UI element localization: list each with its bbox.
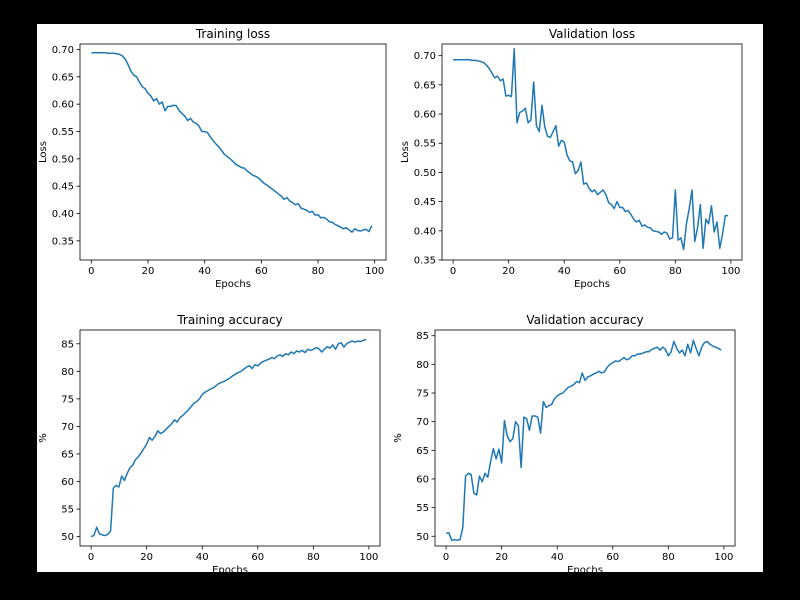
training-loss-title: Training loss	[195, 27, 270, 41]
training-accuracy-y-tick-label: 70	[61, 422, 74, 433]
training-loss-axes-frame	[79, 43, 387, 261]
training-loss-x-tick-label: 60	[255, 266, 268, 277]
training-accuracy-x-tick-label: 100	[359, 552, 378, 563]
training-loss-y-tick-label: 0.40	[52, 209, 74, 220]
training-loss-y-tick-label: 0.35	[52, 236, 74, 247]
validation-loss-chart: 0 20 40 60 80 100 0.35 0.40 0.45 0.50 0.55 0.60 0.65…	[400, 27, 743, 290]
validation-loss-y-tick-label: 0.40	[414, 226, 436, 237]
training-accuracy-y-tick-label: 75	[61, 394, 74, 405]
validation-loss-x-tick-label: 20	[502, 266, 515, 277]
validation-accuracy-y-tick-label: 60	[416, 474, 429, 485]
validation-accuracy-x-tick-label: 80	[662, 552, 675, 563]
validation-accuracy-y-tick-label: 70	[416, 417, 429, 428]
validation-loss-y-tick-label: 0.70	[414, 51, 436, 62]
validation-accuracy-x-tick-label: 100	[714, 552, 733, 563]
training-accuracy-x-tick-label: 0	[88, 552, 94, 563]
validation-loss-y-tick-label: 0.50	[414, 168, 436, 179]
validation-accuracy-y-tick-label: 50	[416, 532, 429, 543]
training-loss-y-tick-label: 0.70	[52, 45, 74, 56]
figure: 0 20 40 60 80 100 0.35 0.40 0.45 0.50 0.55 0.60 0.65…	[37, 24, 763, 576]
validation-loss-x-tick-label: 60	[613, 266, 626, 277]
training-loss-x-tick-label: 0	[88, 266, 94, 277]
training-accuracy-x-tick-label: 80	[307, 552, 320, 563]
training-accuracy-y-tick-label: 50	[61, 532, 74, 543]
validation-loss-y-tick-label: 0.35	[414, 256, 436, 267]
validation-accuracy-x-tick-label: 20	[495, 552, 508, 563]
training-accuracy-y-tick-label: 65	[61, 449, 74, 460]
validation-accuracy-y-tick-label: 65	[416, 446, 429, 457]
validation-accuracy-y-axis-label: %	[393, 433, 404, 443]
validation-loss-x-tick-label: 80	[669, 266, 682, 277]
training-accuracy-y-tick-label: 80	[61, 367, 74, 378]
training-loss-chart: 0 20 40 60 80 100 0.35 0.40 0.45 0.50 0.55 0.60 0.65…	[38, 27, 387, 290]
validation-loss-x-tick-label: 0	[450, 266, 456, 277]
validation-loss-x-tick-label: 100	[721, 266, 740, 277]
training-loss-series-line	[91, 52, 373, 233]
training-accuracy-x-tick-label: 40	[196, 552, 209, 563]
training-loss-y-tick-label: 0.55	[52, 127, 74, 138]
validation-loss-title: Validation loss	[549, 27, 635, 41]
validation-accuracy-x-tick-label: 60	[606, 552, 619, 563]
training-accuracy-title: Training accuracy	[176, 313, 282, 327]
validation-loss-y-tick-label: 0.55	[414, 139, 436, 150]
training-loss-y-axis-label: Loss	[38, 141, 49, 163]
validation-accuracy-y-tick-label: 75	[416, 389, 429, 400]
training-loss-x-tick-label: 100	[365, 266, 384, 277]
validation-accuracy-title: Validation accuracy	[526, 313, 643, 327]
training-loss-x-axis-label: Epochs	[215, 279, 251, 290]
training-accuracy-x-tick-label: 60	[251, 552, 264, 563]
validation-accuracy-x-tick-label: 40	[551, 552, 564, 563]
training-loss-y-tick-label: 0.45	[52, 182, 74, 193]
validation-accuracy-y-tick-label: 80	[416, 360, 429, 371]
figure-canvas: 0 20 40 60 80 100 0.35 0.40 0.45 0.50 0.55 0.60 0.65…	[38, 27, 743, 576]
training-accuracy-y-tick-label: 60	[61, 477, 74, 488]
validation-loss-y-tick-label: 0.45	[414, 197, 436, 208]
validation-loss-y-tick-label: 0.65	[414, 80, 436, 91]
training-accuracy-series-line	[90, 338, 367, 538]
training-accuracy-y-tick-label: 85	[61, 339, 74, 350]
validation-loss-y-axis-label: Loss	[400, 141, 411, 163]
training-accuracy-y-tick-label: 55	[61, 505, 74, 516]
training-loss-y-tick-label: 0.60	[52, 100, 74, 111]
training-loss-x-tick-label: 40	[198, 266, 211, 277]
training-loss-x-tick-label: 20	[142, 266, 155, 277]
validation-loss-y-tick-label: 0.60	[414, 110, 436, 121]
training-accuracy-y-axis-label: %	[38, 433, 49, 443]
training-accuracy-chart: 0 20 40 60 80 100 50 55 60 65 70 75 80 85 Training acc…	[38, 313, 381, 576]
validation-loss-x-tick-label: 40	[558, 266, 571, 277]
validation-accuracy-axes-frame	[434, 329, 736, 547]
validation-accuracy-x-tick-label: 0	[443, 552, 449, 563]
training-loss-y-tick-label: 0.65	[52, 72, 74, 83]
validation-loss-x-axis-label: Epochs	[574, 279, 610, 290]
validation-accuracy-series-line	[445, 339, 722, 542]
training-accuracy-x-tick-label: 20	[140, 552, 153, 563]
training-accuracy-x-axis-label: Epochs	[212, 565, 248, 572]
validation-accuracy-x-axis-label: Epochs	[567, 565, 603, 572]
validation-accuracy-chart: 0 20 40 60 80 100 50 55 60 65 70 75 80 85 Validation a…	[393, 313, 736, 576]
validation-accuracy-y-tick-label: 85	[416, 331, 429, 342]
training-accuracy-axes-frame	[79, 329, 381, 547]
validation-loss-axes-frame	[441, 43, 743, 261]
training-loss-y-tick-label: 0.50	[52, 154, 74, 165]
validation-loss-series-line	[453, 47, 729, 251]
validation-accuracy-y-tick-label: 55	[416, 503, 429, 514]
training-loss-x-tick-label: 80	[312, 266, 325, 277]
